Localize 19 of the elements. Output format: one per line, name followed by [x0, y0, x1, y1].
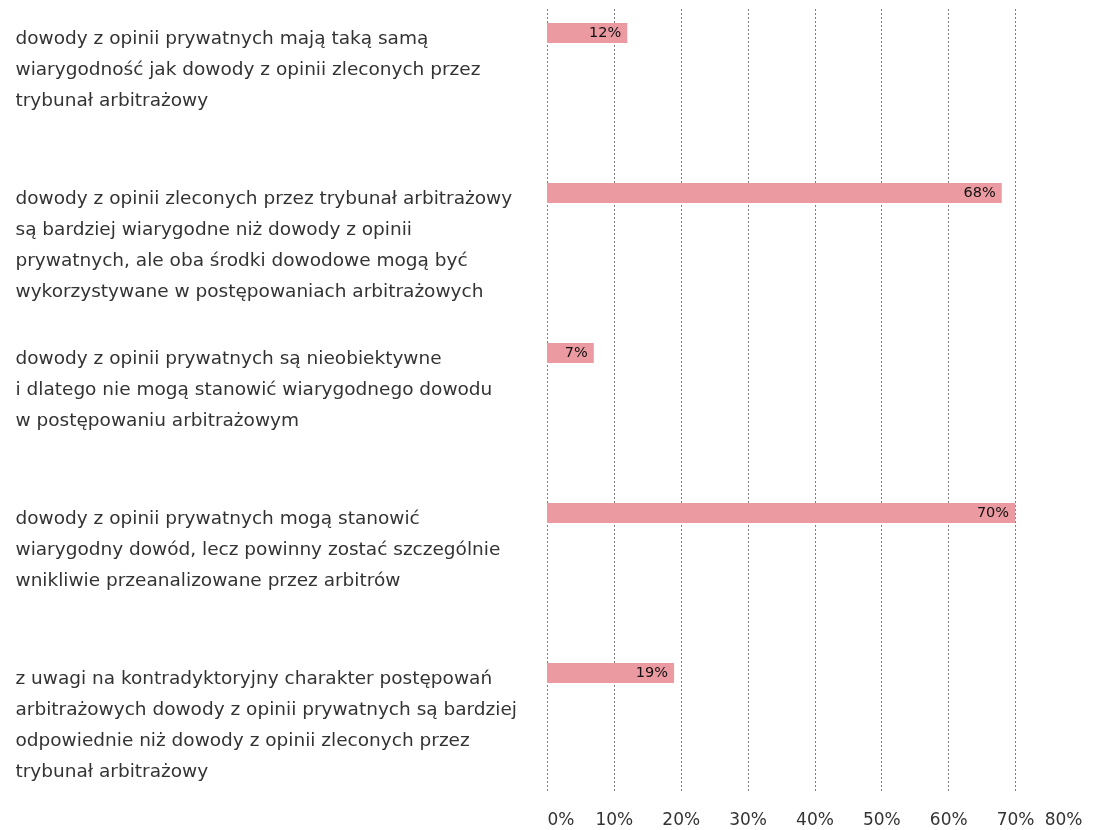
x-tick-label: 30% [729, 808, 768, 829]
data-label: 68% [963, 184, 996, 200]
y-tick-label: dowody z opinii prywatnych mają taką samą wiarygodność jak dowody z opinii zleconych przez trybunał arbitrażowy [15, 27, 481, 110]
data-label: 12% [589, 24, 622, 40]
y-tick-label: dowody z opinii zleconych przez trybunał arbitrażowy są bardziej wiarygodne niż dowody z opinii prywatnych, ale oba środki dowodowe mogą być wykorzystywane w postępowaniach arbitrażowych [15, 187, 513, 301]
data-label: 7% [564, 344, 588, 360]
x-tick-label: 20% [662, 808, 701, 829]
x-tick-label: 0% [547, 808, 575, 829]
x-tick-label: 70% [996, 808, 1035, 829]
data-label: 70% [976, 504, 1010, 520]
y-tick-label: z uwagi na kontradyktoryjny charakter postępowań arbitrażowych dowody z opinii prywatnych są bardziej odpowiednie niż dowody z opinii zleconych przez trybunał arbitrażowy [15, 667, 517, 781]
x-tick-label: 10% [595, 808, 634, 829]
data-label: 19% [635, 664, 669, 680]
x-tick-label: 40% [796, 808, 834, 829]
x-tick-label: 80% [1044, 808, 1083, 829]
x-tick-label: 60% [929, 808, 968, 829]
x-tick-label: 50% [862, 808, 901, 829]
y-tick-label: dowody z opinii prywatnych są nieobiektywne i dlatego nie mogą stanowić wiarygodnego dowodu w postępowaniu arbitrażowym [15, 347, 493, 430]
y-tick-label: dowody z opinii prywatnych mogą stanowić wiarygodny dowód, lecz powinny zostać szczególnie wnikliwie przeanalizowane przez arbitrów [15, 507, 501, 590]
